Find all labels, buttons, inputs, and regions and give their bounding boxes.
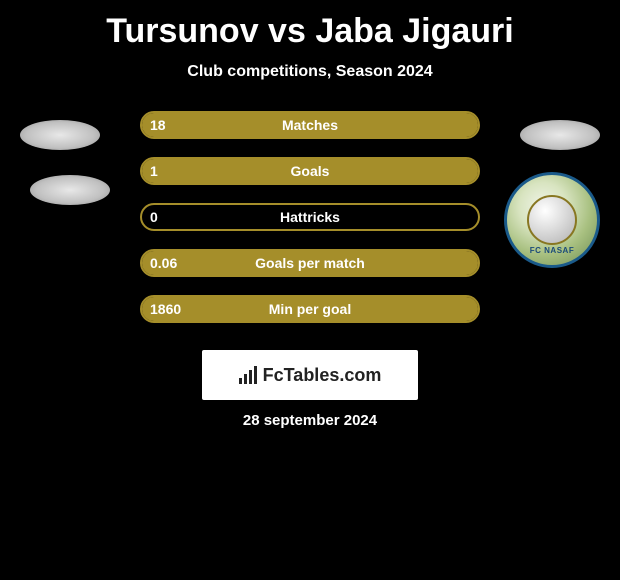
stats-area: 18 Matches 1 Goals 0 Hattricks 0.06 Goal… xyxy=(0,111,620,325)
stat-label: Goals per match xyxy=(140,249,480,277)
footer-date: 28 september 2024 xyxy=(0,412,620,429)
chart-icon xyxy=(239,366,257,384)
stat-label: Min per goal xyxy=(140,295,480,323)
stat-label: Goals xyxy=(140,157,480,185)
stat-row-matches: 18 Matches xyxy=(0,111,620,141)
footer-brand[interactable]: FcTables.com xyxy=(202,350,418,400)
stat-bars: 18 Matches 1 Goals 0 Hattricks 0.06 Goal… xyxy=(0,111,620,325)
page-subtitle: Club competitions, Season 2024 xyxy=(0,63,620,81)
stat-label: Hattricks xyxy=(140,203,480,231)
stat-row-goals: 1 Goals xyxy=(0,157,620,187)
stat-label: Matches xyxy=(140,111,480,139)
stat-row-hattricks: 0 Hattricks xyxy=(0,203,620,233)
page-title: Tursunov vs Jaba Jigauri xyxy=(0,0,620,51)
stat-row-min-per-goal: 1860 Min per goal xyxy=(0,295,620,325)
footer-brand-text: FcTables.com xyxy=(263,365,382,386)
stat-row-goals-per-match: 0.06 Goals per match xyxy=(0,249,620,279)
